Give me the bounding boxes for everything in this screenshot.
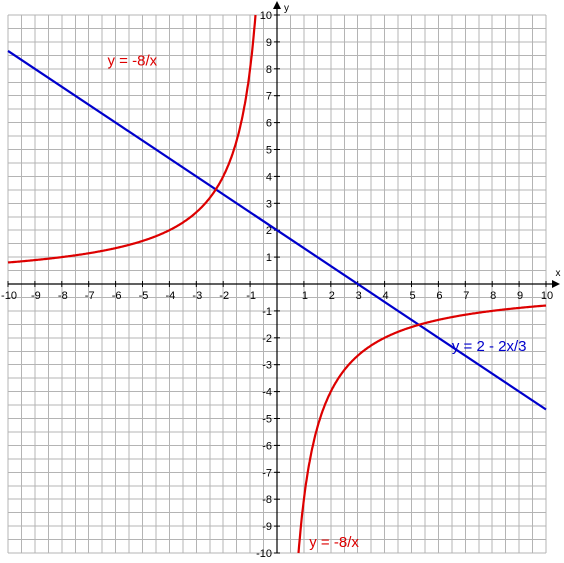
x-tick-label: -6 [112, 290, 122, 302]
x-axis-label: x [556, 268, 561, 279]
y-tick-label: -6 [262, 440, 272, 452]
y-tick-label: -10 [256, 548, 272, 560]
y-tick-label: 9 [266, 37, 272, 49]
y-tick-label: -3 [262, 360, 272, 372]
x-tick-label: -5 [139, 290, 149, 302]
curve-label-1: y = -8/x [108, 53, 158, 70]
axes [7, 1, 560, 554]
y-tick-label: -1 [262, 306, 272, 318]
y-tick-label: 1 [266, 252, 272, 264]
x-axis-arrow [552, 280, 560, 288]
y-tick-label: 10 [260, 10, 272, 22]
x-tick-label: 6 [436, 290, 442, 302]
x-tick-label: -8 [58, 290, 68, 302]
series-line-hyperbola-branch-2 [297, 304, 547, 554]
x-tick-label: -9 [31, 290, 41, 302]
x-tick-label: -3 [192, 290, 202, 302]
x-tick-label: 1 [302, 290, 308, 302]
x-tick-label: 10 [541, 290, 553, 302]
x-tick-label: 2 [329, 290, 335, 302]
x-tick-label: 7 [463, 290, 469, 302]
x-tick-label: -4 [166, 290, 176, 302]
x-tick-label: -7 [85, 290, 95, 302]
y-tick-label: 8 [266, 64, 272, 76]
y-tick-label: -4 [262, 387, 272, 399]
x-tick-label: -1 [246, 290, 256, 302]
x-tick-label: 8 [490, 290, 496, 302]
annotations: y = -8/x y = -8/x y = 2 - 2x/3 [108, 53, 527, 552]
series-line-linear [7, 49, 547, 411]
curve-label-2: y = -8/x [309, 534, 359, 551]
x-tick-label: 9 [517, 290, 523, 302]
x-tick-label: 5 [409, 290, 415, 302]
x-tick-label: -2 [219, 290, 229, 302]
y-tick-label: -7 [262, 467, 272, 479]
y-tick-label: 6 [266, 118, 272, 130]
tick-labels: x y -10 -9 -8 -7 -6 -5 -4 -3 -2 -1 1 2 3 4 5 6 7 8 9 10 10 9 8 7 6… [1, 3, 560, 560]
y-tick-label: -2 [262, 333, 272, 345]
series [7, 14, 547, 554]
series-line-hyperbola-branch-1 [7, 14, 257, 264]
y-tick-label: 3 [266, 198, 272, 210]
y-tick-label: 4 [266, 171, 272, 183]
y-tick-label: -8 [262, 494, 272, 506]
x-tick-label: 3 [356, 290, 362, 302]
x-tick-label: 4 [383, 290, 389, 302]
y-axis-arrow [273, 1, 281, 9]
y-tick-label: -9 [262, 521, 272, 533]
y-tick-label: 5 [266, 145, 272, 157]
y-tick-label: -5 [262, 414, 272, 426]
x-tick-label: -10 [1, 290, 17, 302]
y-tick-label: 2 [266, 225, 272, 237]
y-axis-label: y [284, 3, 289, 14]
y-tick-label: 7 [266, 91, 272, 103]
curve-label-3: y = 2 - 2x/3 [452, 338, 527, 355]
